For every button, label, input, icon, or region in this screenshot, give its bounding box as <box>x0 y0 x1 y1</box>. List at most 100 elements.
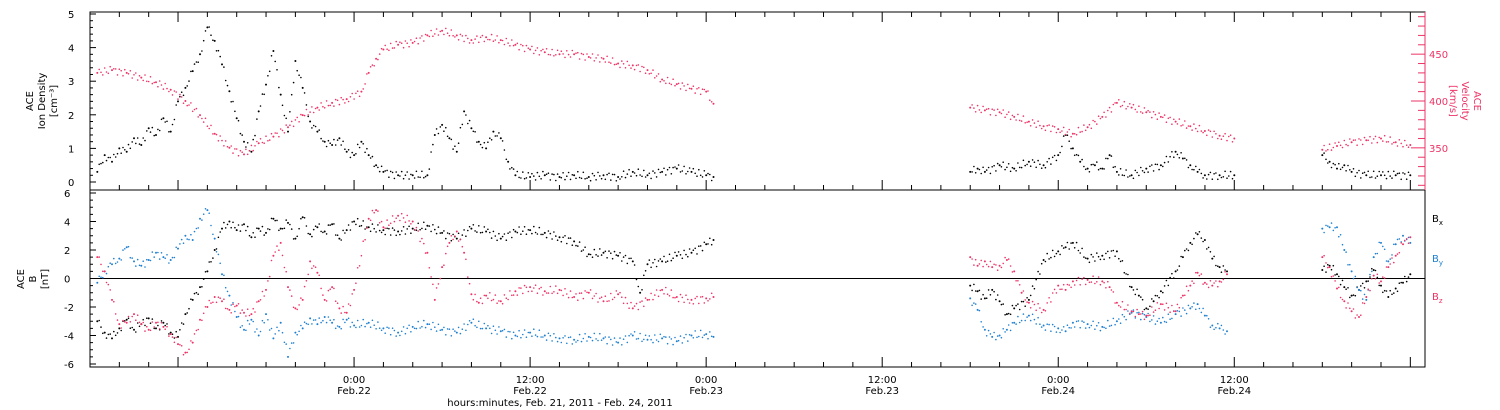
b-by-interp-point <box>677 339 680 342</box>
density-interp-point <box>1059 151 1061 154</box>
b-bz-point <box>463 251 466 254</box>
b-bx-interp-point <box>1039 273 1041 275</box>
velocity-interp-point <box>1325 150 1327 152</box>
b-bz-interp-point <box>1118 304 1120 307</box>
b-by-interp-point <box>971 304 973 307</box>
b-bx-interp-point <box>1004 314 1006 316</box>
velocity-interp-point <box>294 119 297 121</box>
velocity-interp-point <box>1024 122 1026 124</box>
density-interp-point <box>402 177 405 180</box>
b-bx-interp-point <box>505 239 508 241</box>
density-point <box>998 164 1001 167</box>
velocity-interp-point <box>604 61 607 63</box>
b-by-interp-point <box>1151 319 1153 321</box>
velocity-interp-point <box>305 108 308 111</box>
b-bx-point <box>257 227 260 230</box>
b-by-interp-point <box>300 324 302 327</box>
velocity-interp-point <box>1323 144 1325 147</box>
b-bz-point <box>250 313 253 316</box>
b-bz-interp-point <box>124 321 126 323</box>
b-by-interp-point <box>151 251 154 253</box>
b-bx-point <box>1372 269 1375 271</box>
b-bz-interp-point <box>978 263 981 265</box>
b-bz-interp-point <box>459 238 462 240</box>
velocity-interp-point <box>265 135 267 137</box>
velocity-interp-point <box>415 37 418 39</box>
b-by-interp-point <box>1029 319 1032 322</box>
velocity-interp-point <box>487 38 489 41</box>
density-interp-point <box>281 104 284 107</box>
b-by-interp-point <box>637 337 640 340</box>
b-by-interp-point <box>1050 330 1052 333</box>
b-by-interp-point <box>575 341 577 343</box>
b-bx-interp-point <box>1140 296 1142 298</box>
velocity-interp-point <box>989 114 992 116</box>
b-bz-interp-point <box>454 235 456 237</box>
b-bx-interp-point <box>98 319 100 322</box>
density-interp-point <box>527 172 530 174</box>
b-by-interp-point <box>342 318 344 321</box>
velocity-interp-point <box>545 48 548 50</box>
velocity-interp-point <box>670 83 673 86</box>
b-bz-interp-point <box>144 330 146 332</box>
b-bz-interp-point <box>281 254 284 257</box>
velocity-interp-point <box>133 74 135 76</box>
density-interp-point <box>650 177 652 180</box>
top-ylabel-line-3: [cm⁻³] <box>49 85 60 117</box>
density-interp-point <box>971 171 973 173</box>
b-bz-interp-point <box>404 221 407 223</box>
b-bx-interp-point <box>1352 294 1355 296</box>
xtick-date-label: Feb.22 <box>513 386 547 397</box>
b-bz-interp-point <box>501 302 504 305</box>
b-bz-point <box>983 260 986 263</box>
velocity-interp-point <box>118 68 121 70</box>
density-point <box>1196 170 1199 173</box>
b-bz-interp-point <box>479 297 482 300</box>
b-bz-interp-point <box>672 296 674 299</box>
b-bx-point <box>316 226 319 229</box>
velocity-interp-point <box>1039 124 1041 127</box>
b-bz-point <box>1115 301 1118 304</box>
b-by-interp-point <box>239 326 242 329</box>
b-by-interp-point <box>978 309 981 312</box>
velocity-point <box>1365 139 1368 142</box>
density-interp-point <box>1387 170 1390 173</box>
b-bz-interp-point <box>555 285 557 287</box>
b-bx-interp-point <box>593 248 596 251</box>
density-interp-point <box>151 126 154 129</box>
b-bx-point <box>558 236 561 239</box>
b-bx-interp-point <box>1055 252 1058 255</box>
b-by-interp-point <box>657 340 660 343</box>
b-bz-interp-point <box>450 235 453 237</box>
b-bz-interp-point <box>1075 279 1078 282</box>
b-bx-point <box>213 249 216 251</box>
b-by-interp-point <box>201 219 203 221</box>
b-bx-interp-point <box>1178 265 1181 267</box>
b-bx-interp-point <box>157 324 159 327</box>
density-interp-point <box>1176 153 1179 156</box>
velocity-interp-point <box>151 82 154 85</box>
density-interp-point <box>1062 135 1065 137</box>
b-bz-interp-point <box>107 283 110 286</box>
b-bz-interp-point <box>688 302 691 304</box>
density-interp-point <box>582 171 585 174</box>
b-bx-interp-point <box>494 235 497 237</box>
b-bx-interp-point <box>1341 279 1344 282</box>
density-interp-point <box>578 176 581 179</box>
velocity-point <box>1042 125 1045 128</box>
velocity-interp-point <box>353 98 355 100</box>
b-by-point <box>1189 307 1192 310</box>
velocity-interp-point <box>459 33 462 36</box>
density-interp-point <box>511 166 513 169</box>
density-interp-point <box>703 170 706 172</box>
velocity-interp-point <box>423 40 425 42</box>
b-bx-point <box>1013 307 1016 310</box>
density-point <box>162 117 165 120</box>
velocity-interp-point <box>577 51 579 54</box>
b-bx-interp-point <box>599 248 601 250</box>
b-bz-interp-point <box>668 295 671 297</box>
b-bz-interp-point <box>410 223 412 225</box>
b-by-interp-point <box>562 337 564 339</box>
xtick-date-label: Feb.24 <box>1041 386 1075 397</box>
b-by-interp-point <box>1079 326 1081 329</box>
